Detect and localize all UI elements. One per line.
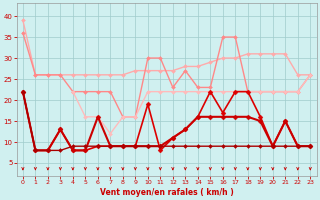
X-axis label: Vent moyen/en rafales ( km/h ): Vent moyen/en rafales ( km/h )	[100, 188, 234, 197]
